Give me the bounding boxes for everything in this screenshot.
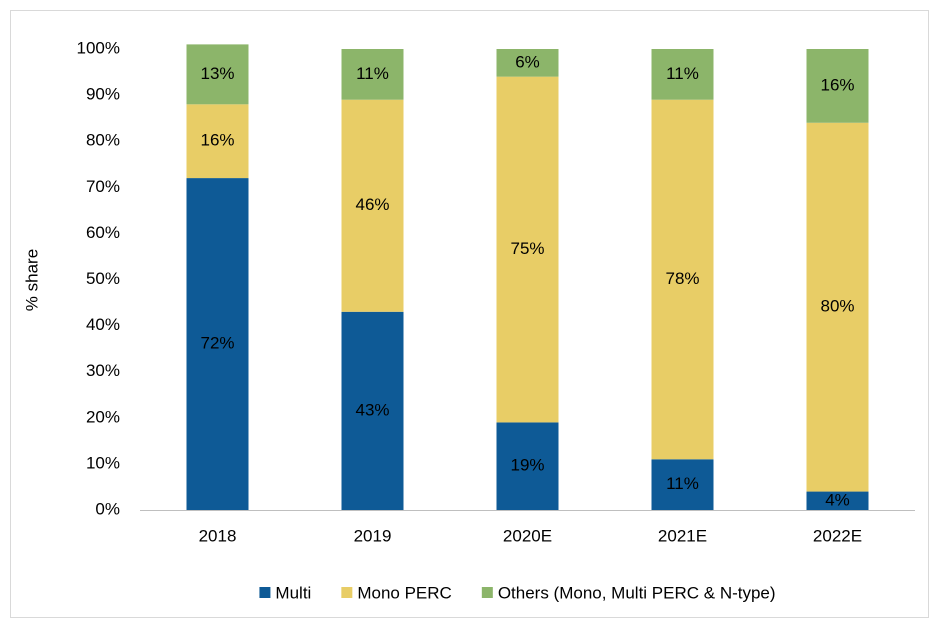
legend-swatch (341, 587, 353, 598)
bar-segment (806, 122, 869, 492)
bar-segment (186, 44, 249, 105)
data-label: 11% (666, 474, 699, 493)
bar-segment (186, 104, 249, 179)
y-tick-label: 30% (86, 361, 120, 380)
bar-segment (341, 99, 404, 312)
legend-label: Multi (275, 583, 311, 602)
legend-swatch (481, 587, 493, 598)
y-tick-label: 100% (77, 38, 120, 57)
bar-segment (496, 76, 559, 423)
y-tick-label: 10% (86, 453, 120, 472)
data-label: 16% (200, 131, 234, 150)
data-label: 72% (200, 334, 234, 353)
data-label: 13% (200, 64, 234, 83)
bar-segment (496, 49, 559, 77)
data-label: 80% (820, 297, 854, 316)
x-tick-label: 2022E (813, 526, 862, 545)
data-label: 75% (510, 239, 544, 258)
legend-label: Mono PERC (357, 583, 451, 602)
bar-segment (496, 422, 559, 510)
data-label: 6% (515, 52, 540, 71)
data-label: 78% (665, 269, 699, 288)
data-label: 16% (820, 75, 854, 94)
y-tick-label: 50% (86, 269, 120, 288)
bar-segment (651, 49, 714, 100)
y-tick-label: 20% (86, 407, 120, 426)
bar-segment (341, 49, 404, 100)
bar-segment (806, 49, 869, 123)
y-tick-label: 40% (86, 315, 120, 334)
bar-segment (186, 178, 249, 510)
data-label: 11% (666, 64, 699, 83)
bar-segment (651, 99, 714, 460)
legend-label: Others (Mono, Multi PERC & N-type) (498, 583, 776, 602)
data-label: 4% (825, 490, 850, 509)
x-tick-label: 2019 (354, 526, 392, 545)
bar-segment (651, 459, 714, 510)
data-label: 11% (356, 64, 389, 83)
y-tick-label: 70% (86, 177, 120, 196)
x-tick-label: 2018 (199, 526, 237, 545)
chart-frame (10, 10, 929, 618)
y-axis-label: % share (22, 249, 41, 311)
data-label: 43% (355, 400, 389, 419)
legend-swatch (259, 587, 271, 598)
y-tick-label: 0% (95, 499, 120, 518)
x-tick-label: 2021E (658, 526, 707, 545)
bar-segment (341, 311, 404, 510)
x-tick-label: 2020E (503, 526, 552, 545)
y-tick-label: 90% (86, 85, 120, 104)
data-label: 46% (355, 195, 389, 214)
y-tick-label: 80% (86, 131, 120, 150)
data-label: 19% (510, 456, 544, 475)
y-tick-label: 60% (86, 223, 120, 242)
bar-segment (806, 491, 869, 510)
